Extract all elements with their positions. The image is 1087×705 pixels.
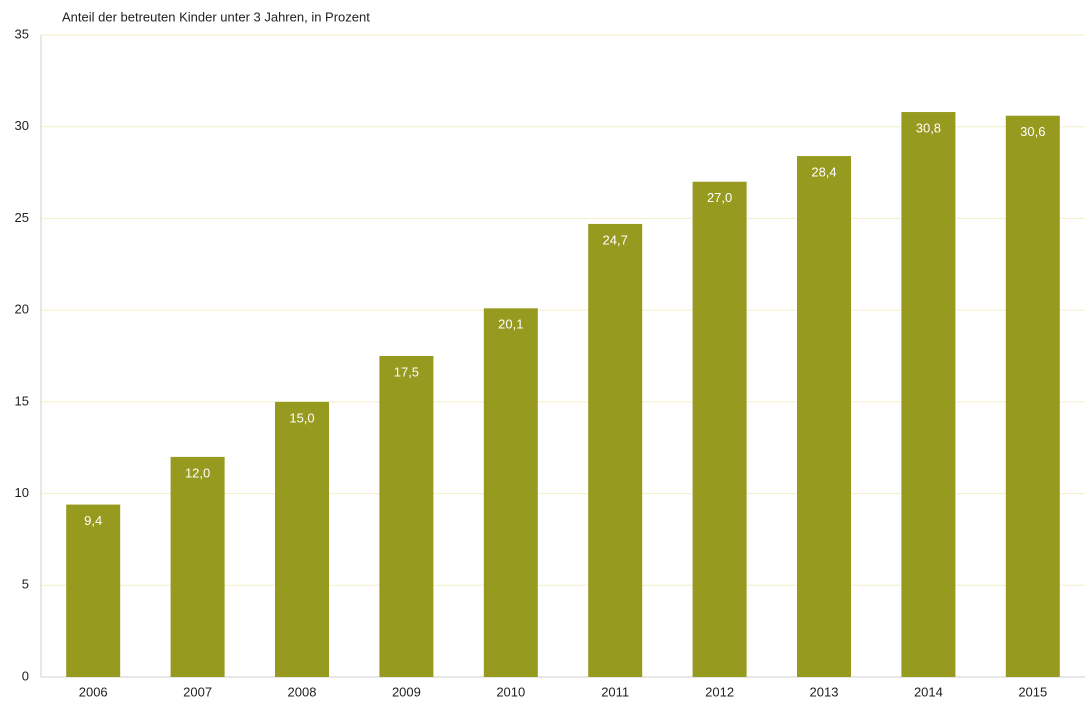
x-tick-label: 2015: [1018, 684, 1047, 699]
value-label: 30,6: [1020, 124, 1045, 139]
value-label: 15,0: [289, 410, 314, 425]
x-tick-label: 2007: [183, 684, 212, 699]
y-tick-label: 20: [15, 302, 29, 317]
bar: [170, 456, 225, 677]
bar: [379, 356, 434, 677]
y-tick-label: 15: [15, 393, 29, 408]
x-tick-label: 2014: [914, 684, 943, 699]
x-tick-label: 2006: [79, 684, 108, 699]
bar: [483, 308, 538, 677]
value-label: 28,4: [811, 165, 836, 180]
y-tick-label: 35: [15, 26, 29, 41]
x-tick-label: 2010: [496, 684, 525, 699]
bar: [1005, 115, 1060, 678]
bar: [901, 112, 956, 678]
x-tick-label: 2011: [601, 684, 629, 699]
y-tick-label: 0: [22, 668, 29, 683]
value-label: 12,0: [185, 465, 210, 480]
bar: [797, 156, 851, 677]
value-label: 30,8: [916, 120, 941, 135]
bar: [66, 504, 121, 677]
bar: [588, 223, 643, 677]
value-label: 24,7: [603, 232, 628, 247]
x-tick-label: 2009: [392, 684, 421, 699]
y-tick-label: 5: [22, 577, 29, 592]
x-tick-label: 2012: [705, 684, 734, 699]
value-label: 9,4: [84, 513, 102, 528]
y-tick-label: 30: [15, 118, 29, 133]
x-tick-label: 2008: [288, 684, 317, 699]
y-tick-label: 25: [15, 210, 29, 225]
value-label: 17,5: [394, 364, 419, 379]
bar: [692, 181, 747, 677]
value-label: 20,1: [498, 317, 523, 332]
chart-title: Anteil der betreuten Kinder unter 3 Jahr…: [62, 9, 370, 24]
y-tick-label: 10: [15, 485, 29, 500]
x-tick-label: 2013: [810, 684, 839, 699]
bar: [275, 401, 329, 677]
value-label: 27,0: [707, 190, 732, 205]
